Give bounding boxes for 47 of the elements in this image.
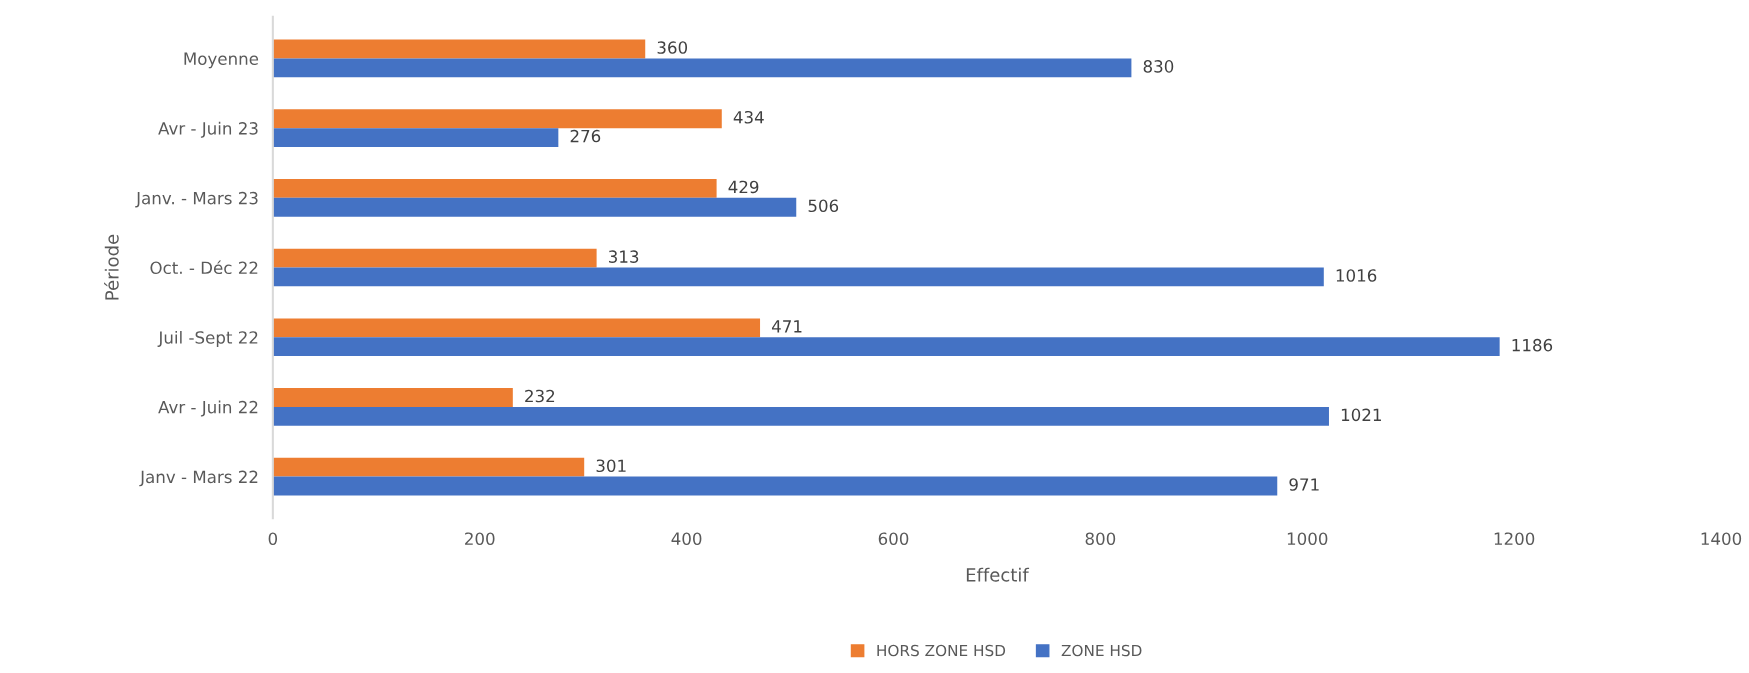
data-label: 232	[525, 389, 555, 403]
bar	[272, 318, 761, 338]
y-tick-label: Moyenne	[184, 52, 259, 69]
bar	[272, 248, 597, 268]
bar	[272, 406, 1329, 426]
bar	[272, 457, 585, 477]
bar	[272, 267, 1324, 287]
x-tick-label: 800	[1085, 532, 1116, 545]
x-axis-title: Effectif	[966, 567, 1030, 582]
x-tick-label: 0	[268, 532, 278, 545]
y-tick-label: Juil -Sept 22	[157, 330, 258, 348]
x-tick-label: 1400	[1701, 532, 1742, 545]
x-tick-label: 400	[671, 532, 702, 545]
data-label: 276	[570, 129, 601, 143]
bar	[272, 179, 717, 198]
data-label: 429	[728, 180, 759, 194]
data-label: 360	[657, 41, 688, 54]
x-tick-label: 600	[878, 532, 909, 545]
bar	[272, 388, 513, 407]
bar	[272, 58, 1132, 78]
x-tick-label: 1200	[1494, 532, 1535, 545]
data-label: 434	[733, 110, 764, 124]
y-tick-label: Oct. - Déc 22	[150, 260, 258, 275]
data-label: 313	[609, 250, 639, 263]
bar	[272, 337, 1500, 357]
data-label: 971	[1289, 478, 1319, 491]
data-label: 1186	[1512, 338, 1553, 352]
y-tick-label: Janv. - Mars 23	[135, 191, 258, 208]
data-label: 506	[808, 199, 839, 213]
bar	[272, 197, 797, 217]
data-label: 471	[771, 320, 802, 333]
data-label: 1016	[1336, 269, 1377, 282]
legend-label: ZONE HSD	[1061, 644, 1142, 657]
data-label: 301	[596, 459, 626, 473]
y-tick-label: Avr - Juin 23	[158, 121, 258, 138]
legend-label: HORS ZONE HSD	[877, 644, 1006, 657]
x-tick-label: 1000	[1287, 532, 1328, 545]
bar	[272, 39, 646, 59]
y-axis-title: Période	[104, 234, 119, 300]
y-tick-label: Janv - Mars 22	[139, 470, 258, 487]
x-tick-label: 200	[465, 532, 495, 545]
bar	[272, 476, 1278, 496]
bar	[272, 128, 559, 147]
y-tick-label: Avr - Juin 22	[158, 400, 258, 417]
data-label: 1021	[1341, 408, 1381, 422]
data-label: 830	[1143, 60, 1174, 73]
bar	[272, 109, 722, 129]
